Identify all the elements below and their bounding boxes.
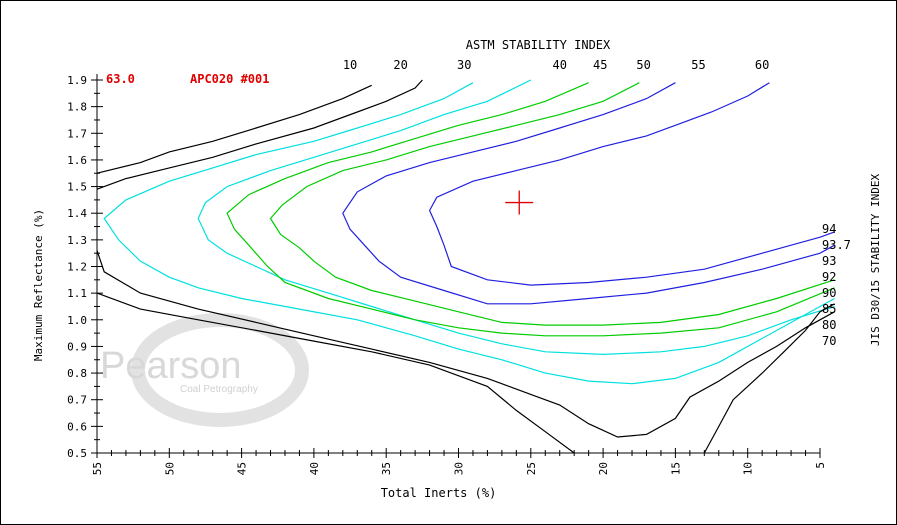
x-tick-label: 20 [597, 462, 610, 475]
watermark-name: Pearson [100, 345, 242, 387]
right-label: 85 [822, 302, 836, 316]
contour-55 [342, 82, 835, 305]
y-tick-label: 1.6 [67, 154, 87, 167]
y-tick-label: 1.4 [67, 207, 87, 220]
x-tick-label: 30 [453, 462, 466, 475]
right-label: 80 [822, 318, 836, 332]
x-tick-label: 10 [742, 462, 755, 475]
x-tick-label: 40 [308, 462, 321, 475]
y-tick-label: 0.7 [67, 394, 87, 407]
top-label: 30 [457, 58, 471, 72]
right-label: 70 [822, 334, 836, 348]
y-tick-label: 1.5 [67, 181, 87, 194]
contour-80 [96, 250, 835, 438]
contour-lines [96, 79, 835, 454]
y-tick-label: 0.9 [67, 340, 87, 353]
x-tick-label: 5 [814, 462, 827, 469]
header-value: 63.0 [106, 72, 135, 86]
top-label: 10 [343, 58, 357, 72]
x-tick-label: 15 [669, 462, 682, 475]
y-tick-label: 1.8 [67, 101, 87, 114]
watermark-ring [131, 313, 309, 427]
axes: 0.5 0.6 0.7 0.8 0.9 1.0 1.1 1.2 1.3 1.4 1.5 1.6 1.7 1… [67, 74, 827, 475]
right-label: 93.7 [822, 238, 851, 252]
x-tick-label: 50 [163, 462, 176, 475]
right-label: 93 [822, 254, 836, 268]
y-tick-label: 0.6 [67, 420, 87, 433]
x-tick-label: 35 [380, 462, 393, 475]
right-label: 92 [822, 270, 836, 284]
x-tick-label: 45 [236, 462, 249, 475]
top-label: 20 [393, 58, 407, 72]
x-axis-title: Total Inerts (%) [381, 486, 497, 500]
y-tick-label: 1.9 [67, 74, 87, 87]
y-tick-label: 1.7 [67, 127, 87, 140]
contour-60 [428, 82, 835, 286]
contour-10 [96, 84, 372, 174]
contour-70 [703, 303, 835, 454]
y-axis-title: Maximum Reflectance (%) [32, 209, 45, 361]
y-tick-label: 1.1 [67, 287, 87, 300]
top-label: 60 [755, 58, 769, 72]
contour-20 [96, 79, 423, 190]
contour-45 [226, 82, 835, 337]
top-axis-title: ASTM STABILITY INDEX [466, 38, 611, 52]
watermark-sub: Coal Petrography [180, 384, 258, 395]
contour-50 [269, 82, 835, 326]
right-label: 90 [822, 286, 836, 300]
top-label: 50 [636, 58, 650, 72]
contour-85 [96, 292, 575, 454]
contour-30 [103, 82, 835, 385]
top-label: 45 [593, 58, 607, 72]
y-tick-label: 1.0 [67, 314, 87, 327]
header-sample: APC020 #001 [190, 72, 269, 86]
x-tick-label: 25 [525, 462, 538, 475]
top-label: 40 [552, 58, 566, 72]
y-tick-label: 0.5 [67, 447, 87, 460]
right-axis-title: JIS D30/15 STABILITY INDEX [869, 174, 882, 347]
top-label: 55 [691, 58, 705, 72]
y-tick-label: 1.2 [67, 261, 87, 274]
y-tick-label: 1.3 [67, 234, 87, 247]
labels: Total Inerts (%) Maximum Reflectance (%) A… [32, 38, 882, 500]
x-tick-label: 55 [91, 462, 104, 475]
right-label: 94 [822, 222, 836, 236]
contour-40 [197, 79, 835, 356]
y-tick-label: 0.8 [67, 367, 87, 380]
